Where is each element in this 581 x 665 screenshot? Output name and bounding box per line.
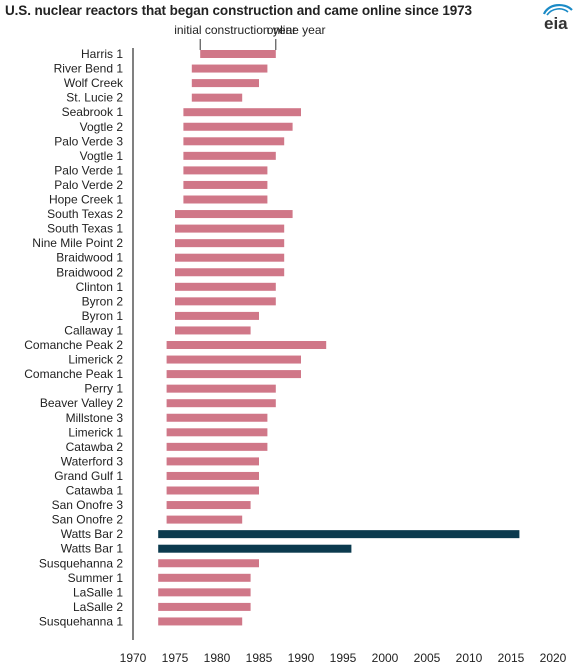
bar-byron-2 — [175, 297, 276, 306]
x-tick-label: 2020 — [540, 651, 567, 665]
x-tick-label: 2000 — [372, 651, 399, 665]
bar-lasalle-2 — [158, 602, 251, 611]
category-label: Summer 1 — [68, 571, 124, 585]
category-label: Waterford 3 — [61, 454, 124, 468]
category-label: Catawba 2 — [66, 440, 124, 454]
category-label: Millstone 3 — [66, 411, 124, 425]
category-label: Seabrook 1 — [62, 105, 124, 119]
annotation-start-label: initial construction year — [174, 23, 296, 37]
bar-palo-verde-3 — [183, 137, 285, 146]
category-label: Vogtle 2 — [80, 120, 124, 134]
category-label: Wolf Creek — [64, 76, 124, 90]
category-label: Clinton 1 — [76, 280, 124, 294]
category-label: South Texas 2 — [47, 207, 123, 221]
category-label: LaSalle 1 — [73, 585, 123, 599]
x-tick-label: 2005 — [414, 651, 441, 665]
x-tick-label: 1990 — [288, 651, 315, 665]
bar-wolf-creek — [191, 79, 259, 88]
category-label: River Bend 1 — [54, 62, 124, 76]
category-label: Palo Verde 2 — [54, 178, 123, 192]
category-label: Limerick 1 — [68, 425, 123, 439]
bar-comanche-peak-2 — [166, 341, 327, 349]
category-label: Susquehanna 1 — [39, 614, 123, 628]
bar-nine-mile-point-2 — [175, 239, 285, 248]
bar-palo-verde-2 — [183, 180, 268, 189]
eia-logo-text: eia — [544, 14, 568, 32]
bar-millstone-3 — [166, 413, 268, 422]
category-label: Byron 1 — [82, 309, 124, 323]
bar-waterford-3 — [166, 457, 259, 466]
bar-watts-bar-1 — [158, 544, 352, 553]
bar-callaway-1 — [175, 326, 251, 335]
bar-san-onofre-2 — [166, 515, 243, 524]
category-label: Harris 1 — [81, 47, 123, 61]
eia-logo-icon: eia — [542, 4, 573, 32]
bar-hope-creek-1 — [183, 195, 268, 204]
category-label: Perry 1 — [84, 382, 123, 396]
category-label: Byron 2 — [82, 294, 124, 308]
bar-watts-bar-2 — [158, 530, 520, 539]
category-label: Catawba 1 — [66, 484, 124, 498]
x-tick-label: 2010 — [456, 651, 483, 665]
bar-vogtle-1 — [183, 151, 276, 160]
category-label: Palo Verde 1 — [54, 163, 123, 177]
category-label: LaSalle 2 — [73, 600, 123, 614]
bar-summer-1 — [158, 573, 251, 582]
bar-susquehanna-1 — [158, 617, 243, 626]
x-tick-label: 1980 — [204, 651, 231, 665]
category-label: Comanche Peak 2 — [24, 338, 123, 352]
category-label: Vogtle 1 — [80, 149, 124, 163]
bar-braidwood-1 — [175, 253, 285, 262]
bar-seabrook-1 — [183, 108, 301, 117]
chart-title: U.S. nuclear reactors that began constru… — [5, 3, 472, 18]
bar-beaver-valley-2 — [166, 399, 276, 408]
bar-san-onofre-3 — [166, 501, 251, 510]
category-label: Watts Bar 1 — [61, 542, 124, 556]
bar-catawba-1 — [166, 486, 259, 495]
category-label: Palo Verde 3 — [54, 134, 123, 148]
bar-vogtle-2 — [183, 122, 293, 131]
bar-byron-1 — [175, 311, 259, 320]
bar-south-texas-2 — [175, 210, 293, 219]
category-label: Callaway 1 — [64, 323, 123, 337]
bar-braidwood-2 — [175, 268, 285, 277]
bar-harris-1 — [200, 50, 276, 58]
category-label: Braidwood 2 — [56, 265, 123, 279]
category-label: San Onofre 3 — [52, 498, 124, 512]
category-label: Limerick 2 — [68, 353, 123, 367]
bar-palo-verde-1 — [183, 166, 268, 175]
category-label: San Onofre 2 — [52, 513, 124, 527]
category-label: Watts Bar 2 — [61, 527, 124, 541]
category-label: Hope Creek 1 — [49, 193, 123, 207]
bar-susquehanna-2 — [158, 559, 259, 568]
bar-river-bend-1 — [191, 64, 268, 73]
bar-limerick-1 — [166, 428, 268, 437]
x-tick-label: 1985 — [246, 651, 273, 665]
bar-perry-1 — [166, 384, 276, 393]
bar-grand-gulf-1 — [166, 471, 259, 480]
category-label: Braidwood 1 — [56, 251, 123, 265]
bar-catawba-2 — [166, 442, 268, 451]
bar-clinton-1 — [175, 282, 276, 291]
category-label: Susquehanna 2 — [39, 556, 123, 570]
category-label: Comanche Peak 1 — [24, 367, 123, 381]
x-tick-label: 2015 — [498, 651, 525, 665]
x-tick-label: 1970 — [120, 651, 147, 665]
bar-lasalle-1 — [158, 588, 251, 597]
annotation-end-label: online year — [267, 23, 326, 37]
category-label: Beaver Valley 2 — [40, 396, 123, 410]
category-label: Grand Gulf 1 — [54, 469, 123, 483]
x-tick-label: 1975 — [162, 651, 189, 665]
x-tick-label: 1995 — [330, 651, 357, 665]
bar-limerick-2 — [166, 355, 301, 364]
bar-st-lucie-2 — [191, 93, 243, 102]
category-label: Nine Mile Point 2 — [32, 236, 123, 250]
category-label: St. Lucie 2 — [66, 91, 123, 105]
category-label: South Texas 1 — [47, 222, 123, 236]
bar-comanche-peak-1 — [166, 370, 301, 379]
bar-south-texas-1 — [175, 224, 285, 233]
